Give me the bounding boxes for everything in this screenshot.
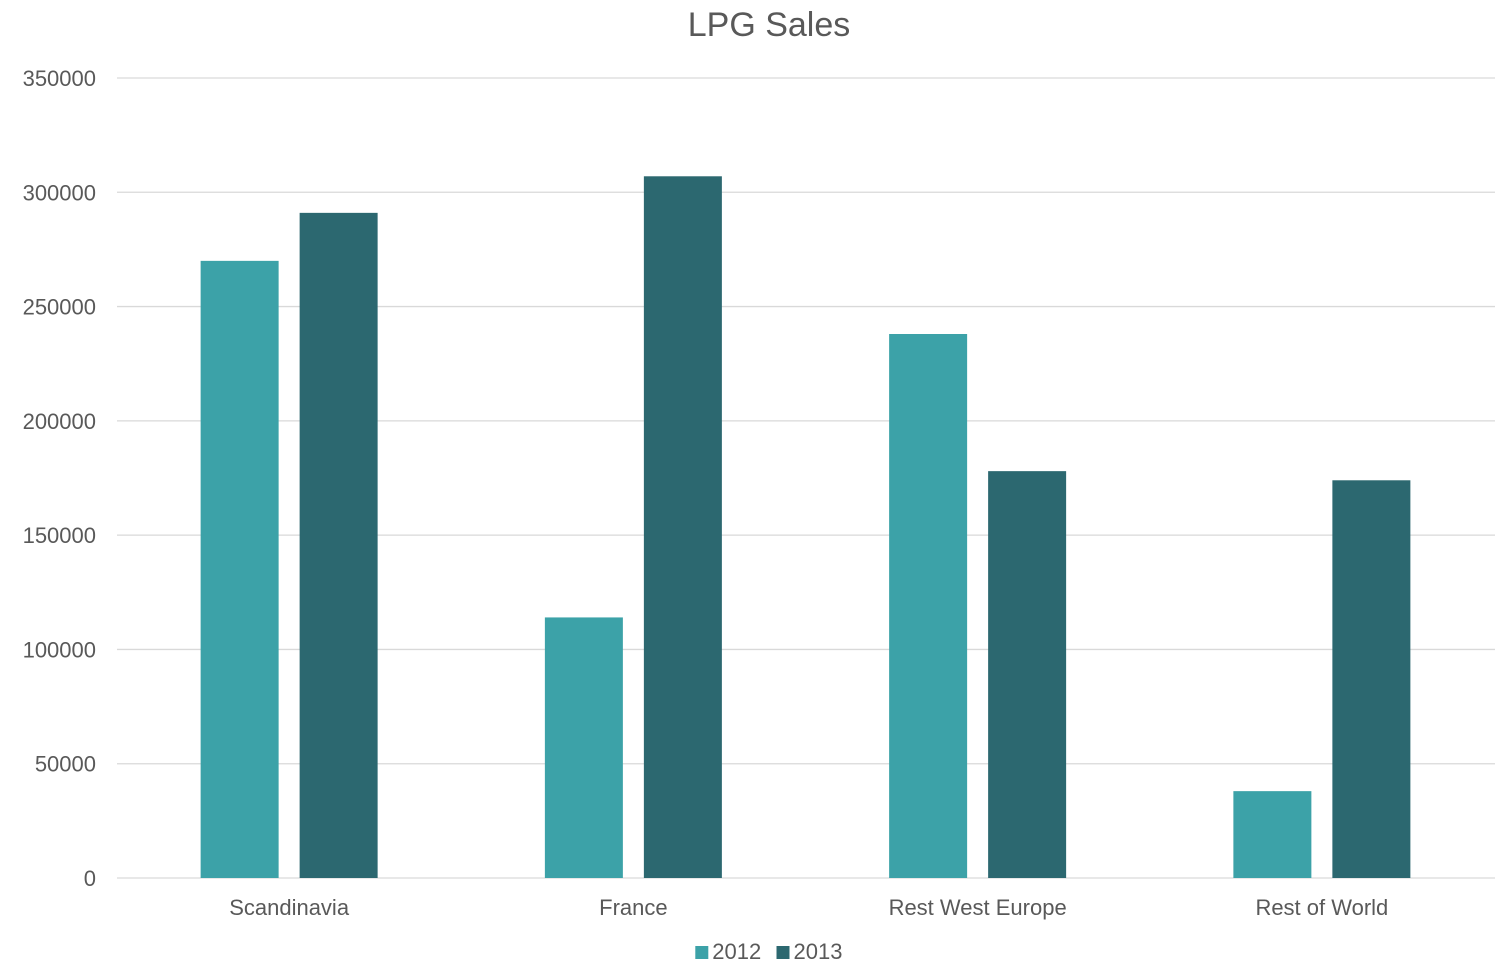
legend-swatch [776, 946, 790, 959]
bar-2012-rest-west-europe [889, 334, 968, 878]
legend-swatch [695, 946, 709, 959]
x-category-label: France [599, 895, 667, 920]
y-tick-label: 300000 [23, 180, 96, 205]
legend-item-2013: 2013 [776, 939, 843, 964]
y-tick-label: 50000 [35, 752, 96, 777]
bar-2012-scandinavia [200, 260, 279, 878]
y-tick-label: 150000 [23, 523, 96, 548]
bar-2013-scandinavia [299, 212, 378, 878]
legend-item-2012: 2012 [695, 939, 761, 964]
x-category-label: Rest of World [1255, 895, 1388, 920]
x-category-label: Rest West Europe [889, 895, 1067, 920]
y-tick-label: 350000 [23, 66, 96, 91]
x-category-label: Scandinavia [229, 895, 350, 920]
chart-title: LPG Sales [688, 6, 851, 44]
bar-2013-france [643, 176, 722, 879]
legend-label: 2012 [712, 939, 761, 964]
bar-2013-rest-west-europe [988, 471, 1067, 878]
y-tick-label: 200000 [23, 409, 96, 434]
y-tick-label: 100000 [23, 637, 96, 662]
legend: 2012 2013 [695, 939, 842, 964]
legend-label: 2013 [794, 939, 843, 964]
y-tick-label: 250000 [23, 295, 96, 320]
bars [200, 176, 1411, 879]
y-axis-tick-labels: 0 50000 100000 150000 200000 250000 300000 3500… [23, 66, 96, 891]
bar-2012-france [544, 617, 623, 878]
x-axis-category-labels: Scandinavia France Rest West Europe Rest of… [229, 895, 1388, 920]
bar-2012-rest-of-world [1233, 791, 1312, 878]
y-tick-label: 0 [84, 866, 96, 891]
bar-2013-rest-of-world [1332, 480, 1411, 878]
